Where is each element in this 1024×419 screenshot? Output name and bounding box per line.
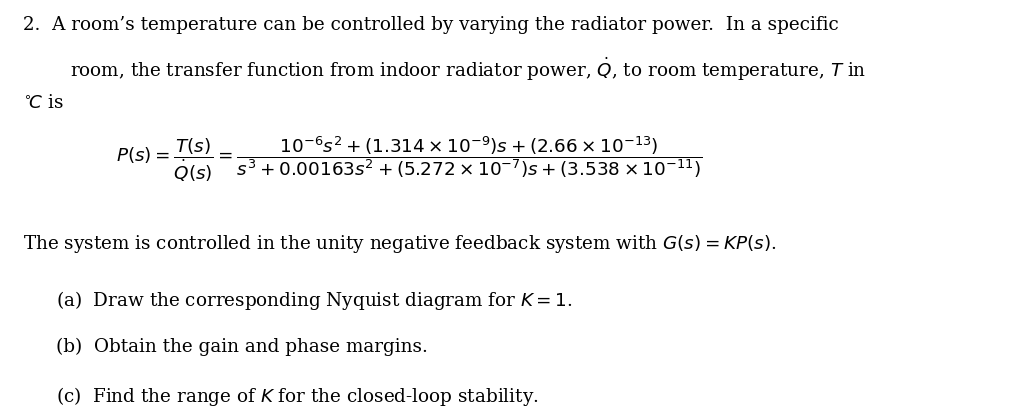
Text: The system is controlled in the unity negative feedback system with $G(s) = KP(s: The system is controlled in the unity ne… xyxy=(23,233,776,255)
Text: 2.  A room’s temperature can be controlled by varying the radiator power.  In a : 2. A room’s temperature can be controlle… xyxy=(23,16,839,34)
Text: $P(s) = \dfrac{T(s)}{\dot{Q}(s)} = \dfrac{10^{-6}s^2 + (1.314 \times 10^{-9})s +: $P(s) = \dfrac{T(s)}{\dot{Q}(s)} = \dfra… xyxy=(117,134,702,184)
Text: (c)  Find the range of $K$ for the closed-loop stability.: (c) Find the range of $K$ for the closed… xyxy=(56,385,539,409)
Text: room, the transfer function from indoor radiator power, $\dot{Q}$, to room tempe: room, the transfer function from indoor … xyxy=(70,55,866,83)
Text: (b)  Obtain the gain and phase margins.: (b) Obtain the gain and phase margins. xyxy=(56,337,428,356)
Text: (a)  Draw the corresponding Nyquist diagram for $K = 1$.: (a) Draw the corresponding Nyquist diagr… xyxy=(56,289,573,312)
Text: $^{\circ}\!C$ is: $^{\circ}\!C$ is xyxy=(23,94,63,112)
